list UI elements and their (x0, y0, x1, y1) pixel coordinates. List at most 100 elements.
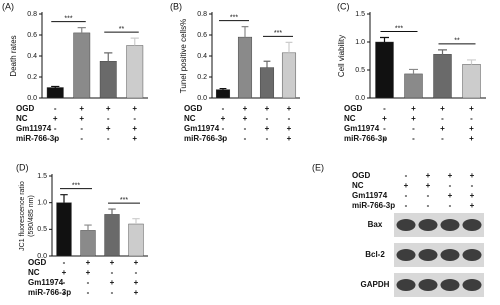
y-tick-label: 0.2 (27, 74, 37, 81)
condition-sign: + (53, 114, 58, 123)
condition-sign: + (221, 114, 226, 123)
condition-sign: - (54, 134, 57, 143)
band-label: GAPDH (361, 280, 390, 289)
condition-sign: + (469, 124, 474, 133)
condition-sign: + (265, 104, 270, 113)
condition-label: Gm11974 (28, 278, 64, 287)
blot-band (396, 279, 416, 291)
condition-sign: - (427, 201, 430, 210)
condition-sign: - (449, 181, 452, 190)
condition-label: miR-766-3p (184, 134, 227, 143)
condition-label: miR-766-3p (28, 288, 71, 297)
y-tick-label: 0.4 (197, 53, 207, 60)
condition-sign: - (412, 134, 415, 143)
bar (404, 73, 423, 99)
condition-sign: - (266, 114, 269, 123)
y-tick-label: 0.0 (197, 95, 207, 102)
y-axis-label: Tunel positive cells% (179, 19, 188, 93)
bar (281, 52, 297, 99)
bar (215, 89, 231, 99)
bar (433, 54, 452, 99)
y-tick-label: 1.5 (37, 173, 47, 180)
error-bar (438, 49, 447, 55)
condition-sign: + (440, 104, 445, 113)
condition-sign: - (405, 201, 408, 210)
condition-sign: + (411, 104, 416, 113)
significance-label: ** (454, 38, 460, 45)
blot-band (396, 219, 416, 231)
y-axis-label: JC1 fluorescence ratio (19, 181, 26, 251)
significance-label: *** (230, 14, 238, 21)
condition-label: Gm11974 (344, 124, 380, 133)
condition-sign: + (470, 191, 475, 200)
condition-sign: + (287, 104, 292, 113)
error-bar (84, 224, 92, 231)
significance-label: *** (274, 30, 282, 37)
blot-band (418, 219, 438, 231)
condition-label: miR-766-3p (344, 134, 387, 143)
condition-sign: - (63, 258, 66, 267)
condition-label: Gm11974 (184, 124, 220, 133)
condition-sign: + (426, 171, 431, 180)
condition-sign: + (110, 278, 115, 287)
condition-sign: - (80, 134, 83, 143)
y-tick-label: 1.0 (355, 39, 365, 46)
band-label: Bax (368, 220, 383, 229)
condition-sign: - (111, 268, 114, 277)
blot-band (440, 219, 460, 231)
condition-sign: - (80, 124, 83, 133)
condition-sign: + (411, 114, 416, 123)
condition-sign: + (79, 104, 84, 113)
error-bar (467, 59, 476, 65)
significance-label: *** (395, 25, 403, 32)
condition-label: OGD (344, 104, 362, 113)
y-tick-label: 1.0 (37, 200, 47, 207)
blot-band (396, 249, 416, 261)
error-bar (241, 26, 249, 38)
bar (462, 64, 481, 99)
bar (259, 67, 275, 99)
condition-sign: + (134, 288, 139, 297)
error-bar (108, 208, 116, 215)
condition-sign: - (111, 288, 114, 297)
bar (237, 36, 253, 99)
condition-sign: + (265, 124, 270, 133)
blot-band (440, 249, 460, 261)
panel-label: (D) (16, 162, 29, 172)
condition-sign: + (469, 134, 474, 143)
significance-label: *** (64, 15, 72, 22)
blot-band (462, 249, 482, 261)
error-bar (219, 87, 227, 90)
condition-sign: + (134, 278, 139, 287)
panel-label: (B) (170, 1, 182, 11)
y-tick-label: 0.4 (27, 53, 37, 60)
condition-sign: + (132, 104, 137, 113)
bar (126, 45, 144, 99)
condition-sign: + (448, 171, 453, 180)
bar (80, 230, 96, 257)
y-axis-label: (590/485 nm) (28, 195, 35, 237)
condition-sign: - (405, 171, 408, 180)
blot-band (418, 249, 438, 261)
condition-sign: + (86, 258, 91, 267)
y-tick-label: 0.6 (197, 32, 207, 39)
condition-sign: - (107, 134, 110, 143)
condition-label: miR-766-3p (16, 134, 59, 143)
condition-sign: - (441, 114, 444, 123)
condition-sign: - (133, 114, 136, 123)
condition-sign: + (132, 134, 137, 143)
condition-sign: - (63, 288, 66, 297)
error-bar (263, 60, 271, 68)
condition-sign: - (412, 124, 415, 133)
condition-sign: + (134, 258, 139, 267)
blot-band (418, 279, 438, 291)
bar (104, 214, 120, 257)
y-tick-label: 0.0 (37, 253, 47, 260)
condition-sign: + (404, 181, 409, 190)
y-tick-label: 0.5 (37, 226, 47, 233)
condition-label: OGD (352, 171, 370, 180)
bar (128, 223, 144, 257)
y-tick-label: 1.5 (355, 11, 365, 18)
condition-sign: + (469, 104, 474, 113)
